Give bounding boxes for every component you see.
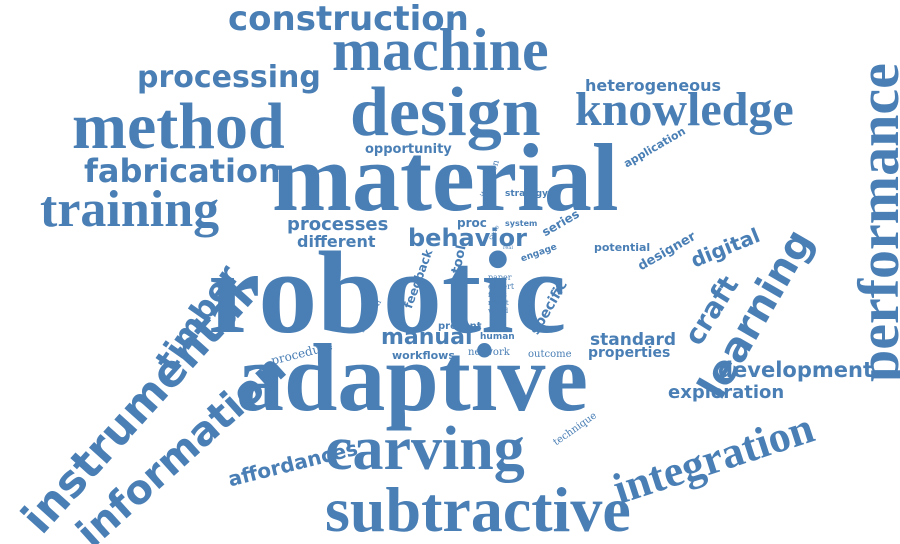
word-human: human [480, 332, 515, 342]
word-paper: paper [488, 273, 512, 282]
word-material: material [272, 124, 619, 231]
word-focus: focus [488, 291, 507, 299]
word-adaptive: adaptive [236, 324, 589, 431]
word-workflows: workflows [392, 349, 455, 362]
word-trade: trade [490, 257, 504, 263]
word-design: design [350, 74, 541, 151]
word-strategy: strategy [505, 189, 548, 199]
word-proc: proc [457, 216, 487, 230]
word-real: real [503, 245, 513, 251]
word-network: network [468, 347, 510, 358]
word-different: different [297, 232, 376, 251]
word-machine: machine [332, 17, 549, 83]
word-subtractive: subtractive [325, 474, 631, 544]
word-standard: standard [590, 330, 677, 350]
word-outcome: outcome [528, 349, 572, 360]
word-result: result [488, 299, 509, 307]
word-processing: processing [137, 60, 321, 95]
word-potential: potential [594, 241, 651, 254]
word-method: method [72, 90, 285, 163]
word-integration: integration [607, 402, 820, 514]
word-carving: carving [325, 415, 525, 483]
word-heterogeneous: heterogeneous [585, 76, 722, 95]
word-system: system [505, 219, 538, 228]
word-world: world [488, 307, 509, 315]
word-development: development [718, 358, 873, 382]
word-digital: digital [687, 223, 764, 273]
word-manual: manual [381, 325, 473, 350]
word-knowledge: knowledge [575, 83, 794, 136]
word-processes: processes [287, 214, 389, 235]
word-training: training [40, 181, 220, 238]
word-robotic: robotic [208, 227, 567, 358]
word-expert: expert [488, 282, 515, 291]
word-performance: performance [846, 63, 900, 382]
word-fabrication: fabrication [84, 152, 281, 190]
word-exploration: exploration [668, 382, 785, 403]
word-present: present [438, 321, 482, 332]
word-construction: construction [228, 0, 469, 39]
word-opportunity: opportunity [365, 142, 452, 157]
word-behavior: behavior [408, 224, 527, 252]
word-properties: properties [588, 345, 671, 361]
